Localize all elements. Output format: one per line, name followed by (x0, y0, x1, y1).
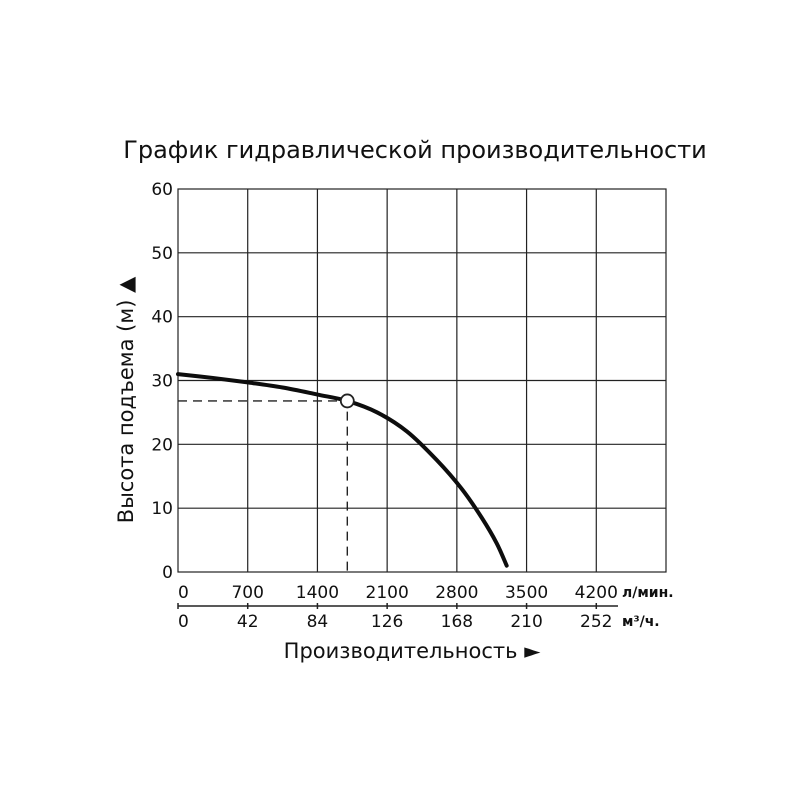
operating-point-marker (339, 393, 355, 409)
x-axis-unit: м³/ч. (622, 614, 660, 630)
performance-curve (176, 372, 509, 568)
chart-grid (177, 188, 667, 573)
y-tick-label: 0 (162, 563, 173, 583)
x-axis-unit: л/мин. (622, 585, 674, 601)
x-tick-label: 0 (178, 583, 189, 603)
y-tick-label: 40 (151, 308, 173, 328)
x-axis-label: Производительность ► (284, 639, 542, 663)
x-tick-label: 0 (178, 612, 189, 632)
y-tick-label: 50 (151, 244, 173, 264)
x-tick-label: 700 (231, 583, 263, 603)
x-tick-label: 2100 (366, 583, 409, 603)
y-tick-label: 10 (151, 499, 173, 519)
x-tick-label: 1400 (296, 583, 339, 603)
chart-title: График гидравлической производительности (123, 136, 707, 164)
series-layer (176, 372, 509, 572)
y-tick-label: 20 (151, 435, 173, 455)
x-tick-label: 252 (580, 612, 612, 632)
x-tick-label: 2800 (435, 583, 478, 603)
x-tick-label: 210 (510, 612, 542, 632)
y-tick-labels: 0 10 20 30 40 50 60 (151, 180, 173, 583)
x-tick-label: 126 (371, 612, 403, 632)
x-tick-label: 3500 (505, 583, 548, 603)
y-tick-label: 60 (151, 180, 173, 200)
y-axis-label: Высота подъема (м) ▲ (114, 276, 138, 523)
annotation-guide-lines (178, 400, 349, 572)
x-tick-label: 4200 (575, 583, 618, 603)
x-tick-label: 168 (441, 612, 473, 632)
x-tick-label: 42 (237, 612, 259, 632)
x-tick-label: 84 (307, 612, 329, 632)
y-tick-label: 30 (151, 372, 173, 392)
x-tick-labels: 0 700 1400 2100 2800 3500 4200 л/мин. 0 42 84 126 16… (177, 583, 674, 632)
